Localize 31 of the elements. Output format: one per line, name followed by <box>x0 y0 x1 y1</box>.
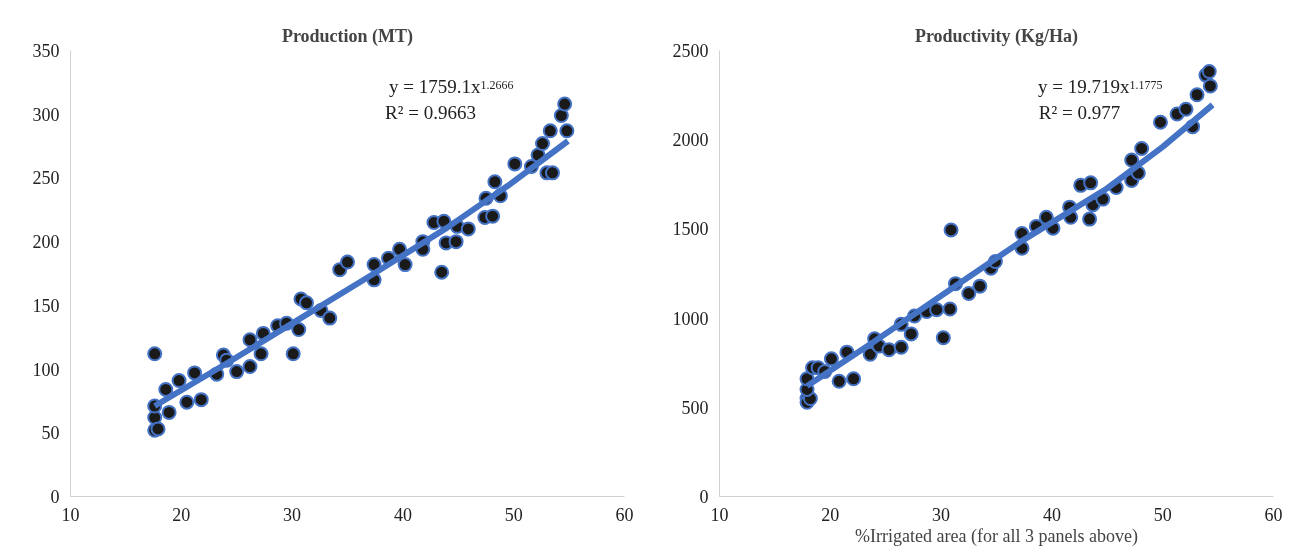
y-tick-label: 150 <box>32 295 60 316</box>
x-tick-label: 40 <box>393 504 412 525</box>
y-tick-label: 350 <box>32 41 60 61</box>
y-tick-label: 50 <box>41 423 60 444</box>
x-tick-label: 60 <box>615 504 634 525</box>
y-tick-label: 2000 <box>672 130 709 151</box>
x-tick-label: 20 <box>821 504 840 525</box>
y-tick-label: 100 <box>32 359 60 380</box>
y-tick-label: 1000 <box>672 308 709 329</box>
y-tick-label: 0 <box>50 487 60 507</box>
y-tick-label: 1500 <box>672 219 709 240</box>
x-axis-title: %Irrigated area (for all 3 panels above) <box>855 525 1138 547</box>
x-tick-label: 10 <box>710 504 729 525</box>
y-tick-label: 2500 <box>672 41 709 61</box>
y-tick-label: 300 <box>32 104 60 125</box>
y-tick-label: 500 <box>681 397 709 418</box>
annotation: R² = 0.9663 <box>385 101 476 123</box>
y-tick-label: 250 <box>32 168 60 189</box>
x-tick-label: 30 <box>283 504 302 525</box>
x-tick-label: 50 <box>504 504 523 525</box>
x-tick-label: 40 <box>1042 504 1061 525</box>
y-tick-label: 200 <box>32 232 60 253</box>
x-tick-label: 10 <box>61 504 80 525</box>
y-tick-label: 0 <box>699 487 709 507</box>
x-tick-label: 20 <box>172 504 191 525</box>
x-tick-label: 50 <box>1153 504 1172 525</box>
annotation: R² = 0.977 <box>1038 101 1121 123</box>
chart-title: Production (MT) <box>281 25 414 47</box>
chart-title: Productivity (Kg/Ha) <box>914 25 1079 47</box>
x-tick-label: 30 <box>932 504 951 525</box>
x-tick-label: 60 <box>1264 504 1283 525</box>
